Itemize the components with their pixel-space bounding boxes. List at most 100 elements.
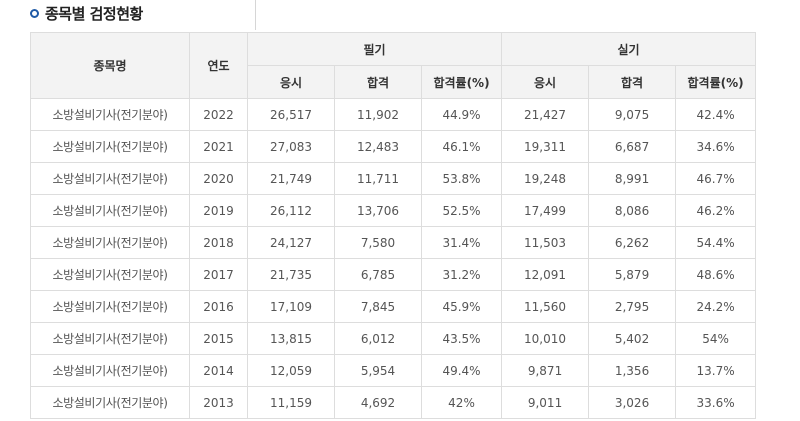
cell-practical-applicants: 19,311 xyxy=(501,130,590,163)
table-row: 소방설비기사(전기분야) 2016 17,109 7,845 45.9% 11,560 2,… xyxy=(30,290,757,323)
cell-practical-pass-rate: 48.6% xyxy=(675,258,757,291)
cell-year: 2017 xyxy=(189,258,248,291)
cell-written-pass-rate: 52.5% xyxy=(420,194,503,227)
cell-written-applicants: 11,159 xyxy=(247,386,335,419)
cell-written-pass-rate: 31.2% xyxy=(420,258,503,291)
cell-written-applicants: 24,127 xyxy=(247,226,335,259)
table-row: 소방설비기사(전기분야) 2013 11,159 4,692 42% 9,011 3,026… xyxy=(30,386,757,419)
header-practical-pass-rate: 합격률(%) xyxy=(675,65,757,99)
cell-written-passed: 12,483 xyxy=(334,130,422,163)
cell-written-passed: 11,902 xyxy=(334,98,422,131)
cell-name: 소방설비기사(전기분야) xyxy=(30,386,190,419)
cell-year: 2019 xyxy=(189,194,248,227)
cell-practical-passed: 9,075 xyxy=(588,98,677,131)
cell-name: 소방설비기사(전기분야) xyxy=(30,194,190,227)
cell-written-applicants: 27,083 xyxy=(247,130,335,163)
cell-written-passed: 4,692 xyxy=(334,386,422,419)
cell-practical-applicants: 17,499 xyxy=(501,194,590,227)
cell-year: 2020 xyxy=(189,162,248,195)
table-row: 소방설비기사(전기분야) 2014 12,059 5,954 49.4% 9,871 1,3… xyxy=(30,354,757,387)
cell-written-pass-rate: 53.8% xyxy=(420,162,503,195)
cell-year: 2021 xyxy=(189,130,248,163)
cell-year: 2016 xyxy=(189,290,248,323)
cell-name: 소방설비기사(전기분야) xyxy=(30,98,190,131)
cell-name: 소방설비기사(전기분야) xyxy=(30,354,190,387)
cell-practical-applicants: 19,248 xyxy=(501,162,590,195)
cell-written-applicants: 26,112 xyxy=(247,194,335,227)
cell-practical-passed: 2,795 xyxy=(588,290,677,323)
section-title: 종목별 검정현황 xyxy=(30,2,143,24)
section-title-text: 종목별 검정현황 xyxy=(45,4,143,23)
cell-written-pass-rate: 31.4% xyxy=(420,226,503,259)
header-practical: 실기 xyxy=(501,32,757,66)
cell-practical-applicants: 11,560 xyxy=(501,290,590,323)
header-written-pass-rate: 합격률(%) xyxy=(420,65,503,99)
cell-practical-pass-rate: 46.7% xyxy=(675,162,757,195)
cell-written-pass-rate: 46.1% xyxy=(420,130,503,163)
cell-practical-passed: 5,879 xyxy=(588,258,677,291)
cell-practical-applicants: 10,010 xyxy=(501,322,590,355)
header-row-1: 종목명 연도 필기 실기 xyxy=(30,32,757,99)
table-row: 소방설비기사(전기분야) 2017 21,735 6,785 31.2% 12,091 5,… xyxy=(30,258,757,291)
header-written-passed: 합격 xyxy=(334,65,422,99)
cell-written-pass-rate: 42% xyxy=(420,386,503,419)
cell-written-passed: 7,580 xyxy=(334,226,422,259)
cell-practical-applicants: 9,871 xyxy=(501,354,590,387)
cell-practical-passed: 8,991 xyxy=(588,162,677,195)
table-row: 소방설비기사(전기분야) 2020 21,749 11,711 53.8% 19,248 8… xyxy=(30,162,757,195)
cell-practical-passed: 8,086 xyxy=(588,194,677,227)
header-written-applicants: 응시 xyxy=(247,65,335,99)
circle-bullet-icon xyxy=(30,8,39,18)
cell-written-applicants: 21,749 xyxy=(247,162,335,195)
cell-written-pass-rate: 45.9% xyxy=(420,290,503,323)
table-row: 소방설비기사(전기분야) 2021 27,083 12,483 46.1% 19,311 6… xyxy=(30,130,757,163)
header-name: 종목명 xyxy=(30,32,190,99)
cell-name: 소방설비기사(전기분야) xyxy=(30,322,190,355)
cell-practical-pass-rate: 13.7% xyxy=(675,354,757,387)
table-row: 소방설비기사(전기분야) 2015 13,815 6,012 43.5% 10,010 5,… xyxy=(30,322,757,355)
cell-practical-passed: 6,687 xyxy=(588,130,677,163)
cell-written-applicants: 13,815 xyxy=(247,322,335,355)
cell-practical-applicants: 11,503 xyxy=(501,226,590,259)
cell-written-pass-rate: 44.9% xyxy=(420,98,503,131)
cell-year: 2015 xyxy=(189,322,248,355)
table-row: 소방설비기사(전기분야) 2018 24,127 7,580 31.4% 11,503 6,… xyxy=(30,226,757,259)
header-row-2: 응시 합격 합격률(%) 응시 합격 합격률(%) xyxy=(31,65,757,99)
cell-practical-pass-rate: 24.2% xyxy=(675,290,757,323)
cell-year: 2022 xyxy=(189,98,248,131)
cell-written-pass-rate: 43.5% xyxy=(420,322,503,355)
cell-name: 소방설비기사(전기분야) xyxy=(30,290,190,323)
cell-practical-pass-rate: 54.4% xyxy=(675,226,757,259)
header-practical-passed: 합격 xyxy=(588,65,677,99)
table-row: 소방설비기사(전기분야) 2022 26,517 11,902 44.9% 21,427 9… xyxy=(30,98,757,131)
cell-written-applicants: 17,109 xyxy=(247,290,335,323)
cell-practical-applicants: 21,427 xyxy=(501,98,590,131)
cell-practical-applicants: 12,091 xyxy=(501,258,590,291)
cell-name: 소방설비기사(전기분야) xyxy=(30,226,190,259)
cell-written-passed: 5,954 xyxy=(334,354,422,387)
cell-year: 2018 xyxy=(189,226,248,259)
header-practical-applicants: 응시 xyxy=(501,65,590,99)
cell-written-applicants: 26,517 xyxy=(247,98,335,131)
cell-practical-passed: 6,262 xyxy=(588,226,677,259)
cell-practical-pass-rate: 54% xyxy=(675,322,757,355)
table-body: 소방설비기사(전기분야) 2022 26,517 11,902 44.9% 21,427 9… xyxy=(30,98,757,419)
cell-name: 소방설비기사(전기분야) xyxy=(30,258,190,291)
cell-practical-pass-rate: 42.4% xyxy=(675,98,757,131)
cell-name: 소방설비기사(전기분야) xyxy=(30,162,190,195)
vertical-divider xyxy=(255,0,256,30)
cell-name: 소방설비기사(전기분야) xyxy=(30,130,190,163)
exam-stats-table: 종목명 연도 필기 실기 응시 합격 합격률(%) 응시 합격 합격률(%) 소… xyxy=(30,32,757,419)
cell-written-passed: 6,785 xyxy=(334,258,422,291)
cell-year: 2013 xyxy=(189,386,248,419)
cell-year: 2014 xyxy=(189,354,248,387)
cell-written-applicants: 12,059 xyxy=(247,354,335,387)
cell-practical-passed: 1,356 xyxy=(588,354,677,387)
cell-practical-pass-rate: 33.6% xyxy=(675,386,757,419)
cell-practical-pass-rate: 46.2% xyxy=(675,194,757,227)
table-row: 소방설비기사(전기분야) 2019 26,112 13,706 52.5% 17,499 8… xyxy=(30,194,757,227)
cell-written-passed: 6,012 xyxy=(334,322,422,355)
cell-written-passed: 7,845 xyxy=(334,290,422,323)
cell-practical-applicants: 9,011 xyxy=(501,386,590,419)
cell-written-pass-rate: 49.4% xyxy=(420,354,503,387)
